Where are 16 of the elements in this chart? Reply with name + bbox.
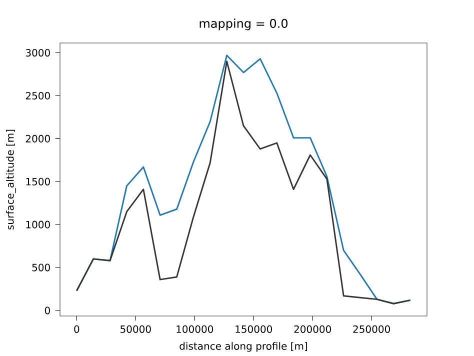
x-tick-label: 200000 — [294, 325, 331, 333]
x-tick-label: 0 — [74, 325, 80, 333]
y-tick-label: 1500 — [26, 178, 50, 186]
y-tick-label: 1000 — [26, 220, 50, 228]
x-tick-label: 50000 — [120, 325, 151, 333]
x-tick-label: 250000 — [353, 325, 390, 333]
y-tick-label: 2000 — [26, 134, 50, 142]
chart-title: mapping = 0.0 — [200, 18, 288, 30]
y-axis-title: surface_altitude [m] — [6, 130, 16, 230]
x-tick-label: 100000 — [176, 325, 214, 333]
x-axis-title: distance along profile [m] — [180, 342, 308, 352]
y-tick-label: 500 — [32, 264, 50, 272]
x-tick-label: 150000 — [236, 325, 272, 333]
y-tick-label: 3000 — [26, 48, 50, 56]
y-tick-label: 0 — [44, 306, 50, 314]
y-tick-label: 2500 — [26, 92, 50, 100]
